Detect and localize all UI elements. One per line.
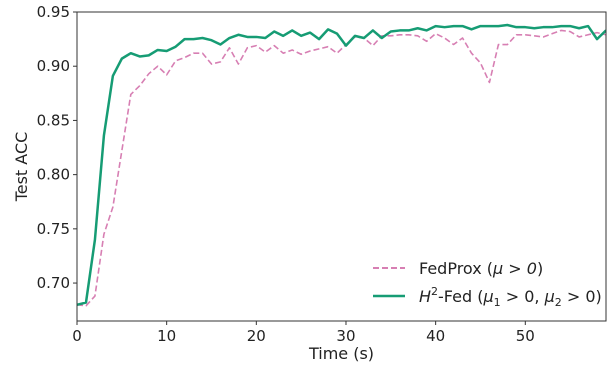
y-tick-label: 0.75 [37,220,70,238]
x-tick-label: 30 [336,327,355,345]
y-tick-label: 0.95 [37,3,70,21]
series-layer [77,23,606,307]
legend-label-fedprox: FedProx (μ > 0) [419,259,543,278]
y-tick-label: 0.80 [37,166,70,184]
x-tick-label: 10 [157,327,176,345]
legend: FedProx (μ > 0) H2-Fed (μ1 > 0, μ2 > 0) [373,259,602,309]
x-tick-label: 20 [247,327,266,345]
x-tick-label: 50 [516,327,535,345]
x-tick-label: 40 [426,327,445,345]
x-axis-ticks: 0 10 20 30 40 50 [72,321,535,345]
y-tick-label: 0.70 [37,274,70,292]
y-tick-label: 0.90 [37,57,70,75]
series-line-h2fed [77,23,606,306]
x-axis-label: Time (s) [308,344,374,363]
y-axis-ticks: 0.70 0.75 0.80 0.85 0.90 0.95 [37,3,77,292]
legend-label-h2fed: H2-Fed (μ1 > 0, μ2 > 0) [419,285,602,309]
plot-frame [76,11,607,322]
y-tick-label: 0.85 [37,111,70,129]
series-line-fedprox [77,29,606,307]
x-tick-label: 0 [72,327,82,345]
y-axis-label: Test ACC [12,132,31,203]
